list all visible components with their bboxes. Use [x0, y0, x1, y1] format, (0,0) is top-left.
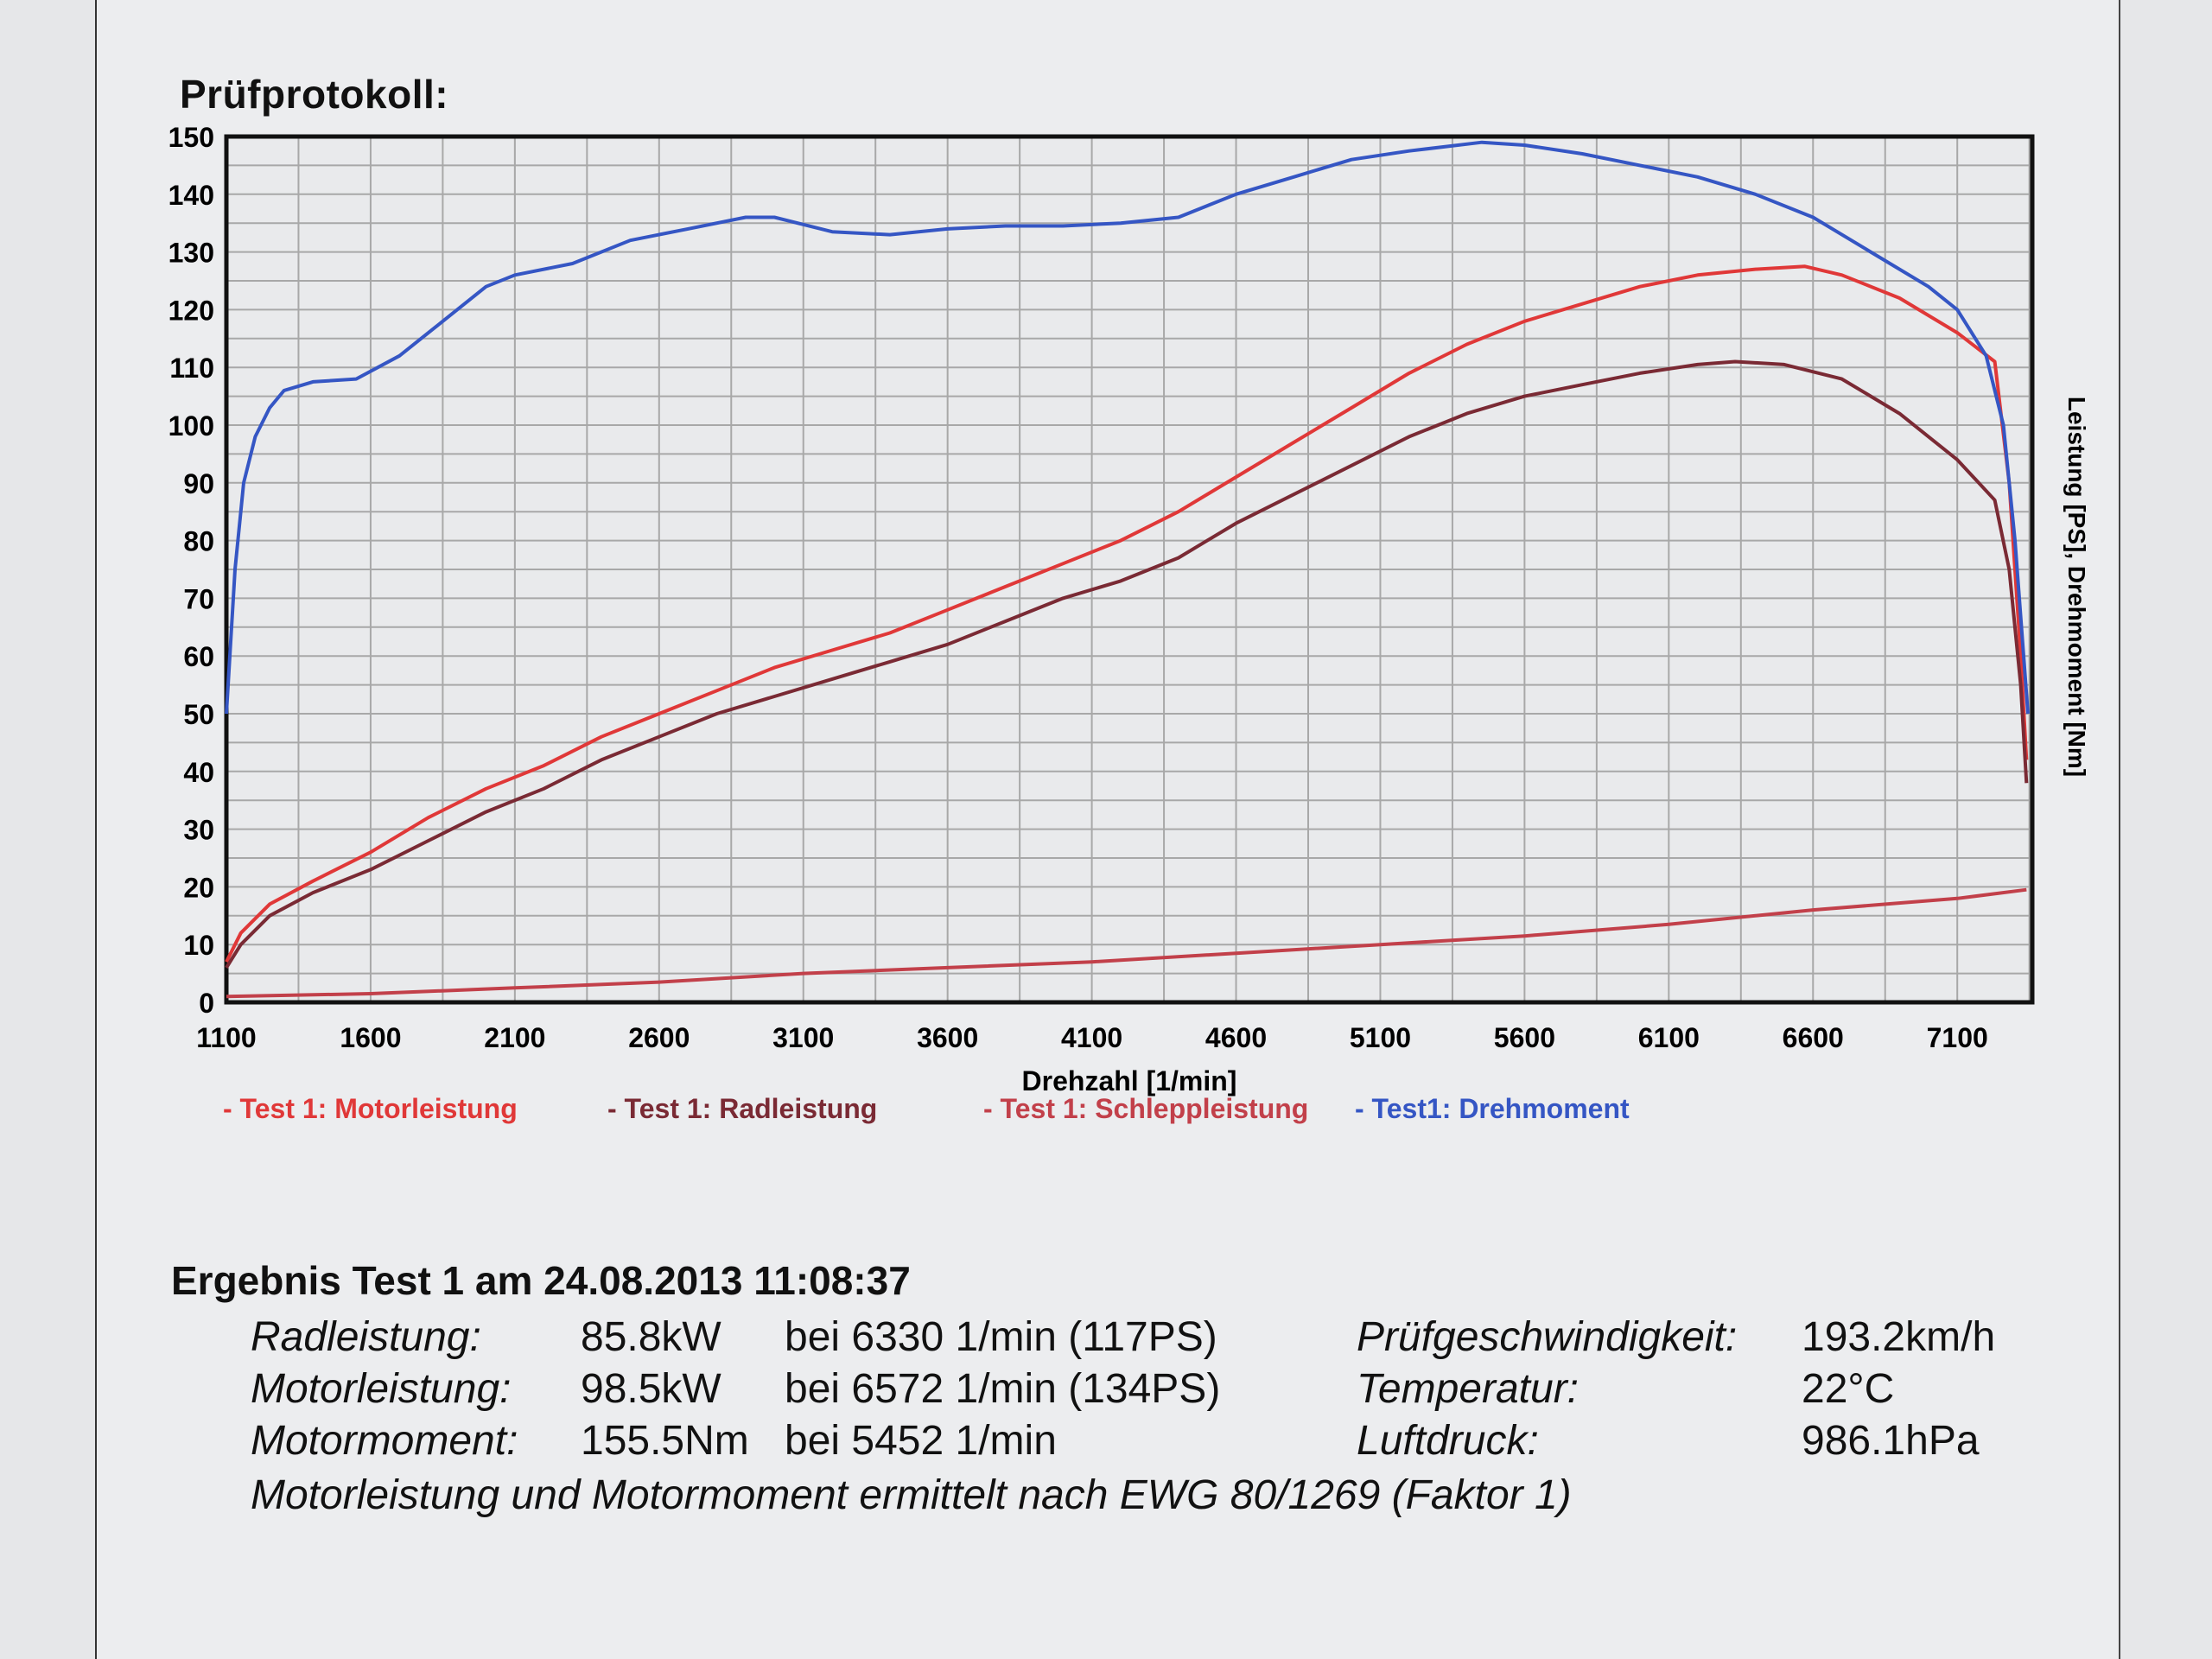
y-tick-label: 30 — [183, 815, 214, 846]
pruefgeschwindigkeit-value: 193.2km/h — [1802, 1314, 1996, 1360]
x-tick-label: 7100 — [1927, 1022, 1988, 1053]
luftdruck-value: 986.1hPa — [1802, 1418, 1980, 1464]
y-tick-label: 80 — [183, 526, 214, 557]
legend-motorleistung: - Test 1: Motorleistung — [223, 1093, 518, 1124]
x-tick-label: 5600 — [1494, 1022, 1555, 1053]
x-axis-label: Drehzahl [1/min] — [1022, 1065, 1237, 1096]
x-tick-label: 3100 — [772, 1022, 834, 1053]
x-tick-label: 6600 — [1783, 1022, 1844, 1053]
x-tick-label: 1100 — [196, 1022, 256, 1053]
x-tick-label: 2600 — [628, 1022, 690, 1053]
y-tick-label: 10 — [183, 930, 214, 961]
motormoment-detail: bei 5452 1/min — [785, 1418, 1057, 1464]
radleistung-label: Radleistung: — [251, 1314, 481, 1360]
y-axis-label-right: Leistung [PS], Drehmoment [Nm] — [2063, 397, 2090, 777]
x-tick-label: 4600 — [1205, 1022, 1267, 1053]
motormoment-value: 155.5Nm — [581, 1418, 749, 1464]
x-tick-label: 5100 — [1350, 1022, 1411, 1053]
motorleistung-value: 98.5kW — [581, 1366, 721, 1412]
y-tick-label: 40 — [183, 757, 214, 788]
y-tick-label: 110 — [169, 353, 214, 384]
series-line-2 — [225, 359, 2029, 969]
y-tick-label: 0 — [199, 988, 214, 1019]
x-tick-label: 3600 — [917, 1022, 978, 1053]
series-line-3 — [226, 887, 2027, 999]
series-line-4 — [225, 140, 2030, 715]
dyno-chart: 1100 1600 2100 2600 3100 3600 4100 4600 5100 5600… — [168, 122, 2090, 1096]
pruefgeschwindigkeit-label: Prüfgeschwindigkeit: — [1357, 1314, 1738, 1360]
y-tick-label: 90 — [183, 468, 214, 499]
legend-radleistung: - Test 1: Radleistung — [607, 1093, 878, 1124]
radleistung-value: 85.8kW — [581, 1314, 721, 1360]
x-tick-labels: 1100 1600 2100 2600 3100 3600 4100 4600 5100 5600… — [196, 1022, 1987, 1053]
motormoment-label: Motormoment: — [251, 1418, 518, 1464]
y-tick-label: 140 — [168, 180, 214, 211]
results-heading: Ergebnis Test 1 am 24.08.2013 11:08:37 — [171, 1258, 911, 1303]
y-tick-labels: 0 10 20 30 40 50 60 70 80 90 100 110 120 130 140 150 — [168, 122, 214, 1019]
plot-frame — [224, 134, 2035, 1005]
luftdruck-label: Luftdruck: — [1357, 1418, 1539, 1464]
legend-drehmoment: - Test1: Drehmoment — [1355, 1093, 1630, 1124]
y-tick-label: 100 — [168, 410, 214, 442]
temperatur-label: Temperatur: — [1357, 1366, 1580, 1412]
x-tick-label: 2100 — [484, 1022, 545, 1053]
x-tick-label: 1600 — [340, 1022, 401, 1053]
y-tick-label: 120 — [168, 295, 214, 326]
motorleistung-detail: bei 6572 1/min (134PS) — [785, 1366, 1221, 1412]
chart-grid — [226, 136, 2032, 1003]
series-layer — [225, 140, 2030, 999]
motorleistung-label: Motorleistung: — [251, 1366, 512, 1412]
radleistung-detail: bei 6330 1/min (117PS) — [785, 1314, 1217, 1360]
temperatur-value: 22°C — [1802, 1366, 1895, 1412]
y-tick-label: 60 — [183, 641, 214, 672]
page-title: Prüfprotokoll: — [180, 72, 449, 117]
series-line-1 — [225, 264, 2029, 963]
x-tick-label: 4100 — [1061, 1022, 1122, 1053]
y-tick-label: 50 — [183, 699, 214, 730]
y-tick-label: 150 — [168, 122, 214, 153]
y-tick-label: 130 — [168, 238, 214, 269]
y-tick-label: 20 — [183, 872, 214, 903]
results-note: Motorleistung und Motormoment ermittelt … — [251, 1472, 1572, 1518]
legend-schleppleistung: - Test 1: Schleppleistung — [983, 1093, 1309, 1124]
x-tick-label: 6100 — [1638, 1022, 1700, 1053]
y-tick-label: 70 — [183, 583, 214, 614]
